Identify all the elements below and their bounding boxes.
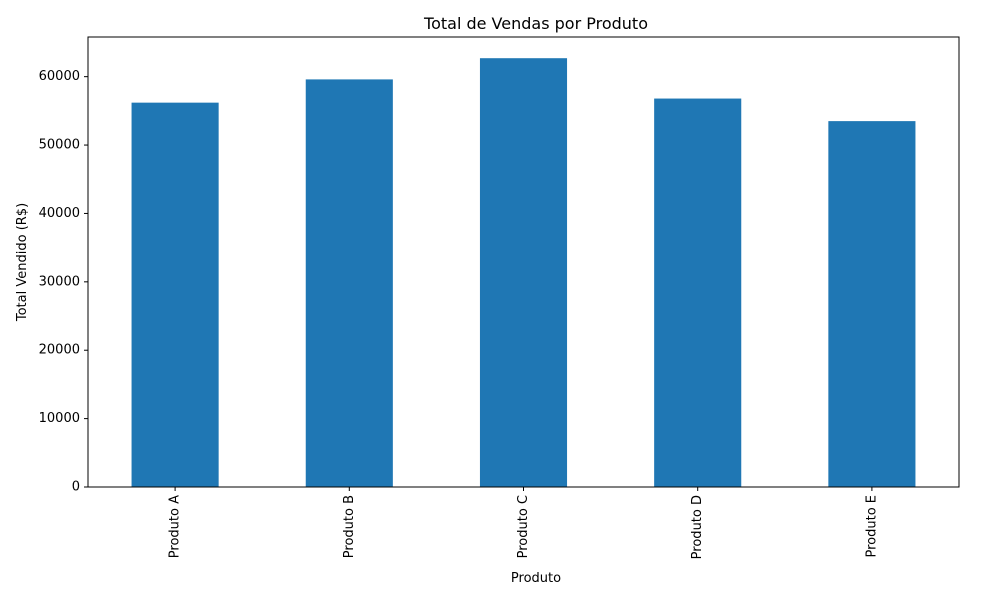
bar-produto-d bbox=[654, 98, 742, 488]
chart-title: Total de Vendas por Produto bbox=[423, 14, 648, 33]
y-axis-label: Total Vendido (R$) bbox=[15, 203, 30, 322]
y-axis: 0 10000 20000 30000 40000 50000 60000 bbox=[39, 69, 88, 495]
x-axis-label: Produto bbox=[511, 571, 561, 586]
x-tick-label: Produto D bbox=[690, 495, 705, 559]
bar-produto-b bbox=[305, 79, 393, 488]
bar-produto-e bbox=[828, 121, 916, 488]
y-tick-label: 0 bbox=[72, 480, 80, 495]
y-tick-label: 40000 bbox=[39, 206, 80, 221]
bar-produto-c bbox=[479, 58, 568, 487]
y-tick-label: 60000 bbox=[39, 69, 80, 84]
y-tick-label: 50000 bbox=[39, 138, 80, 153]
y-tick-label: 20000 bbox=[39, 343, 80, 358]
x-tick-label: Produto E bbox=[864, 495, 879, 558]
plot-frame bbox=[87, 36, 960, 488]
y-tick-label: 30000 bbox=[39, 274, 80, 289]
bars-group bbox=[131, 58, 916, 488]
y-tick-label: 10000 bbox=[39, 411, 80, 426]
x-axis: Produto A Produto B Produto C Produto D Prod… bbox=[168, 487, 879, 559]
x-tick-label: Produto B bbox=[342, 495, 357, 558]
x-tick-label: Produto A bbox=[168, 495, 183, 558]
x-tick-label: Produto C bbox=[516, 495, 531, 558]
bar-produto-a bbox=[131, 102, 219, 488]
